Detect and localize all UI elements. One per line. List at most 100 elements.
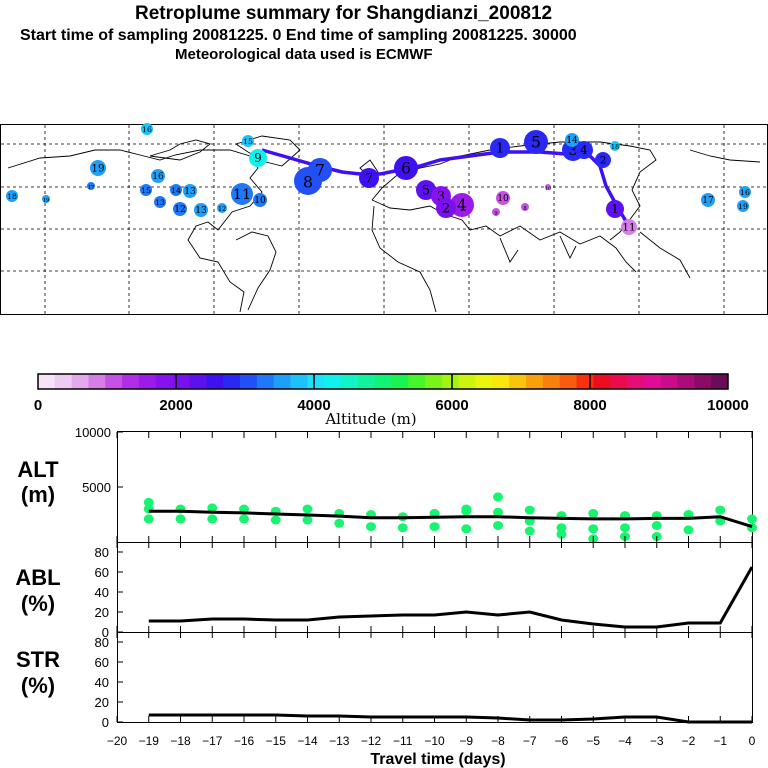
colorbar-tick-label: 8000 [573, 397, 606, 414]
x-tick-label: −8 [491, 734, 505, 748]
alt-point [493, 521, 503, 530]
alt-point [715, 505, 726, 515]
map-trajectory-point [496, 191, 510, 205]
colorbar-tick-label: 6000 [435, 397, 468, 414]
colorbar-swatch [88, 374, 106, 389]
map-point-label: 19 [738, 202, 748, 211]
alt-point [302, 504, 313, 514]
alt-y-ticks: 5000 10000 [75, 425, 123, 495]
map-point-label: 2 [600, 155, 607, 167]
colorbar-swatch [610, 374, 628, 389]
map-trajectory-point [524, 130, 548, 154]
colorbar-swatch [643, 374, 662, 389]
colorbar-swatch [711, 374, 729, 389]
str-label-2: (%) [21, 673, 55, 698]
alt-point [429, 522, 440, 532]
map-point-label: 10 [545, 186, 551, 192]
map-point-label: 5 [422, 184, 430, 199]
map-point-label: 10 [497, 194, 509, 204]
alt-point [239, 514, 249, 524]
map-trajectory-point [6, 190, 18, 202]
x-tick-label: 0 [749, 734, 756, 748]
x-tick-label: −5 [586, 734, 600, 748]
map-trajectory-point [545, 184, 551, 190]
alt-point [207, 503, 218, 513]
map-trajectory-point [359, 168, 379, 188]
map-trajectory-point [141, 123, 153, 135]
map-point-label: 14 [171, 186, 181, 195]
colorbar-ticks: 0 2000 4000 6000 8000 10000 [34, 374, 749, 414]
map-point-label: 18 [7, 192, 17, 201]
abl-tick-label: 40 [95, 585, 109, 600]
map-point-label: 12 [218, 205, 226, 213]
alt-point [143, 514, 154, 524]
x-tick-label: −4 [618, 734, 632, 748]
colorbar-swatch [492, 374, 510, 389]
map-trajectory-point [42, 195, 50, 203]
map-point-label: 15 [141, 186, 151, 195]
map-point-label: 9 [254, 151, 261, 165]
map-point-label: 5 [531, 133, 541, 151]
x-tick-label: −18 [170, 734, 191, 748]
map-frame [0, 124, 768, 315]
map-trajectory-point [154, 196, 166, 208]
map-point-label: 1 [611, 202, 618, 216]
alt-label-1: ALT [17, 457, 59, 482]
map-trajectory-point [87, 182, 95, 190]
map-trajectory-point [183, 184, 197, 198]
colorbar-swatch [122, 374, 140, 389]
map-trajectory-point [170, 184, 182, 196]
colorbar-tick-label: 4000 [297, 397, 330, 414]
colorbar-tick-label: 10000 [707, 397, 749, 414]
map-trajectory-point [416, 180, 436, 200]
str-panel: STR (%) 0 20 40 60 80 [16, 632, 753, 730]
x-tick-label: −12 [361, 734, 382, 748]
abl-tick-label: 20 [95, 605, 109, 620]
colorbar-swatch [408, 374, 426, 389]
colorbar-swatch [458, 374, 477, 389]
colorbar-swatch [223, 374, 241, 389]
colorbar-swatch [239, 374, 258, 389]
colorbar-swatch [374, 374, 392, 389]
x-tick-label: −13 [329, 734, 350, 748]
x-tick-label: −3 [650, 734, 664, 748]
abl-line [148, 566, 754, 629]
alt-point [588, 508, 599, 518]
str-line [148, 713, 752, 724]
colorbar-swatch [509, 374, 527, 389]
alt-point [524, 526, 535, 536]
map-trajectory-point [394, 156, 418, 180]
x-tick-label: −20 [107, 734, 128, 748]
colorbar-swatch [71, 374, 89, 389]
colorbar-swatch [38, 374, 56, 389]
map-point-label: 11 [622, 222, 635, 234]
colorbar-label: Altitude (m) [324, 410, 416, 428]
colorbar-swatch [627, 374, 645, 389]
map-trajectory-point [231, 183, 253, 205]
x-tick-label: −19 [139, 734, 160, 748]
map-point-label: 4 [580, 143, 587, 157]
str-tick-label: 60 [95, 655, 109, 670]
colorbar-swatch [172, 374, 190, 389]
map-trajectory-point [140, 184, 152, 196]
alt-point [397, 523, 408, 533]
map-trajectory-point [621, 219, 637, 235]
map-trajectory-point [450, 193, 474, 217]
map-point-label: 7 [315, 161, 325, 179]
alt-point [207, 514, 218, 524]
chart-title: Retroplume summary for Shangdianzi_20081… [135, 3, 553, 24]
alt-point [270, 515, 281, 525]
colorbar-swatch [542, 374, 561, 389]
alt-point [461, 504, 472, 514]
colorbar-swatch [559, 374, 578, 389]
colorbar-swatch [576, 374, 594, 389]
map-trajectory-point [253, 193, 267, 207]
map-trajectory-point [151, 169, 165, 183]
alt-label-2: (m) [21, 482, 55, 507]
alt-point [143, 497, 154, 507]
map-point-label: 3 [437, 190, 445, 205]
colorbar-swatch [677, 374, 695, 389]
alt-point [747, 514, 757, 524]
map-point-label: 8 [303, 172, 313, 191]
